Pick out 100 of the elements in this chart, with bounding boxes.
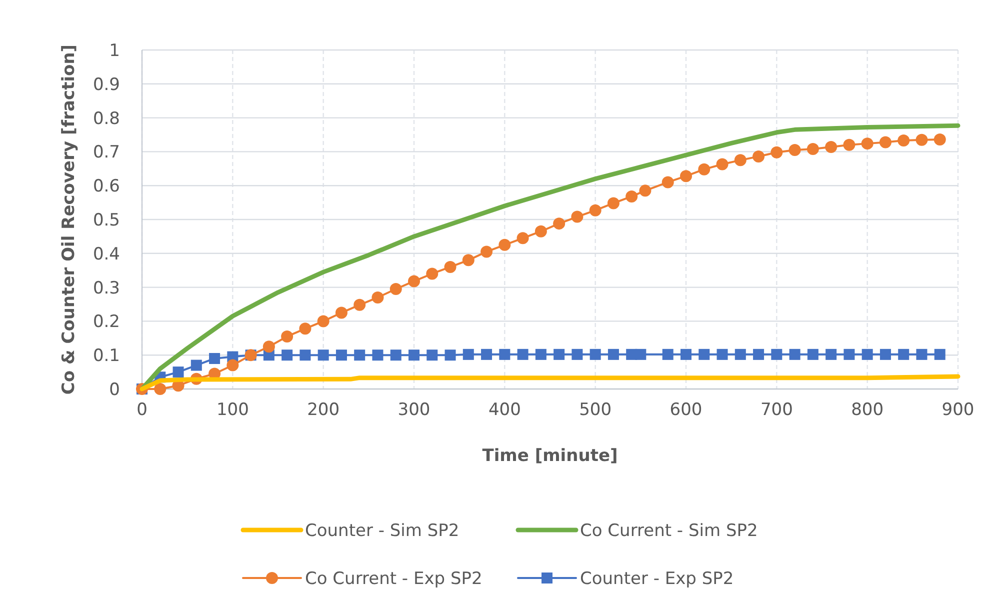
point xyxy=(734,154,746,166)
point xyxy=(481,348,492,360)
point xyxy=(662,348,674,360)
point xyxy=(843,138,856,151)
x-tick-label: 0 xyxy=(136,400,148,420)
point xyxy=(336,350,347,361)
point xyxy=(426,268,438,280)
legend-label: Co Current - Sim SP2 xyxy=(580,520,758,541)
y-tick-label: 0.3 xyxy=(92,278,120,298)
point xyxy=(282,350,293,361)
point xyxy=(190,360,202,371)
y-axis-title: Co & Counter Oil Recovery [fraction] xyxy=(59,44,79,395)
point xyxy=(807,348,818,360)
point xyxy=(318,350,329,361)
y-tick-label: 1 xyxy=(109,40,120,61)
point xyxy=(517,348,528,360)
legend-label: Counter - Exp SP2 xyxy=(580,568,734,589)
point xyxy=(861,138,874,150)
x-tick-label: 700 xyxy=(760,400,793,420)
point xyxy=(879,136,892,148)
point xyxy=(898,134,910,147)
point xyxy=(335,306,348,319)
point xyxy=(898,348,910,360)
point xyxy=(806,142,819,155)
point xyxy=(788,144,801,156)
point xyxy=(462,348,474,360)
x-tick-label: 200 xyxy=(307,400,340,420)
x-tick-label: 500 xyxy=(579,400,612,420)
point xyxy=(444,350,456,361)
point xyxy=(590,348,601,360)
point xyxy=(354,350,366,361)
legend-label: Co Current - Exp SP2 xyxy=(305,568,482,589)
point xyxy=(372,291,384,304)
point xyxy=(771,348,782,360)
point xyxy=(553,218,566,230)
point xyxy=(844,348,855,360)
legend-label: Counter - Sim SP2 xyxy=(305,520,460,541)
x-tick-label: 300 xyxy=(398,400,430,420)
point xyxy=(916,348,928,360)
point xyxy=(680,170,692,182)
y-tick-label: 0.9 xyxy=(92,74,120,95)
point xyxy=(354,298,366,311)
point xyxy=(607,197,620,210)
point xyxy=(770,146,783,158)
point xyxy=(426,350,438,361)
point xyxy=(408,350,420,361)
point xyxy=(226,359,239,372)
y-tick-label: 0.4 xyxy=(92,244,120,264)
point xyxy=(281,330,294,342)
x-axis-title: Time [minute] xyxy=(482,446,618,466)
point xyxy=(789,348,800,360)
point xyxy=(572,348,583,360)
point xyxy=(680,348,692,360)
point xyxy=(408,275,420,288)
point xyxy=(480,246,493,258)
point xyxy=(916,134,928,146)
point xyxy=(372,350,384,361)
point xyxy=(862,348,873,360)
y-tick-label: 0 xyxy=(109,380,120,400)
point xyxy=(589,204,602,216)
x-tick-label: 100 xyxy=(216,400,249,420)
point xyxy=(635,348,646,360)
point xyxy=(498,238,511,251)
x-tick-label: 900 xyxy=(942,400,974,420)
point xyxy=(880,348,891,360)
point xyxy=(934,133,946,146)
point xyxy=(154,383,166,395)
y-tick-label: 0.2 xyxy=(92,312,120,332)
point xyxy=(716,158,728,170)
point xyxy=(554,348,565,360)
y-tick-label: 0.6 xyxy=(92,176,120,197)
point xyxy=(716,348,728,360)
point xyxy=(262,340,275,353)
x-tick-label: 400 xyxy=(488,400,521,420)
point xyxy=(444,260,456,273)
point xyxy=(826,348,837,360)
x-tick-label: 800 xyxy=(851,400,884,420)
point xyxy=(734,348,746,360)
point xyxy=(516,232,529,244)
point xyxy=(535,348,546,360)
y-tick-label: 0.8 xyxy=(92,108,120,129)
point xyxy=(300,350,311,361)
x-tick-label: 600 xyxy=(670,400,702,420)
point xyxy=(317,315,330,328)
y-tick-label: 0.5 xyxy=(92,210,120,230)
point xyxy=(209,352,220,364)
point xyxy=(390,350,402,361)
point xyxy=(172,366,184,378)
point xyxy=(753,348,764,360)
point xyxy=(934,348,946,360)
point xyxy=(462,254,474,266)
point xyxy=(698,163,710,176)
y-tick-label: 0.7 xyxy=(92,142,120,163)
point xyxy=(534,225,547,238)
point xyxy=(499,348,510,360)
point xyxy=(571,210,584,223)
point xyxy=(752,150,765,162)
point xyxy=(662,176,674,188)
point xyxy=(825,140,838,153)
point xyxy=(698,348,710,360)
